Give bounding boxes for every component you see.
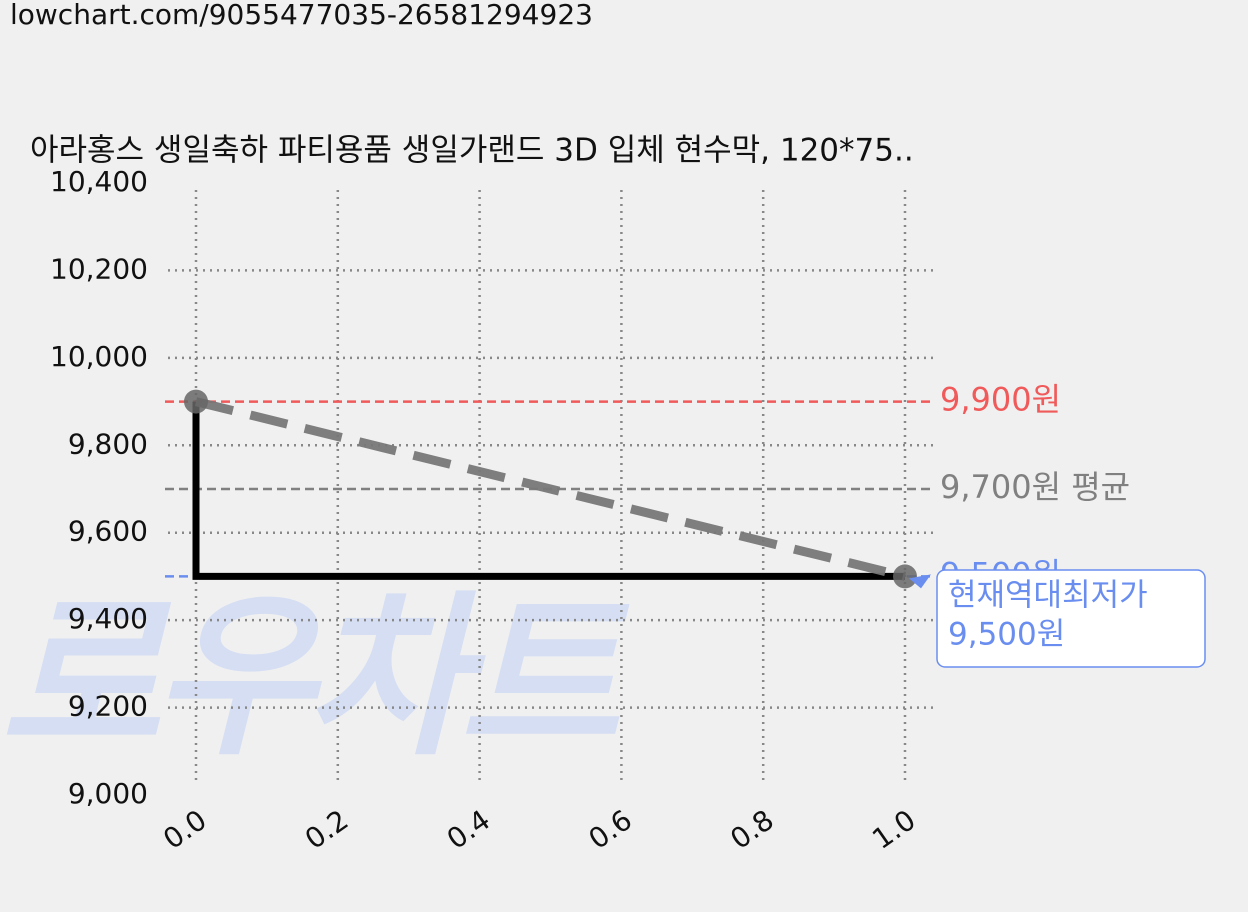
x-tick-label: 0.0 [157,803,212,856]
url: lowchart.com/9055477035-26581294923 [10,0,593,31]
data-point [893,564,917,589]
y-tick-label: 9,400 [68,602,148,635]
reference-label: 9,700원 평균 [940,468,1130,506]
data-point [184,389,208,414]
x-tick-label: 1.0 [866,803,921,856]
annotation-text: 9,500원 [948,617,1065,653]
x-tick-label: 0.4 [441,803,496,856]
x-tick-label: 0.8 [724,803,779,856]
data-line [192,401,905,580]
data-line [194,397,907,581]
y-tick-label: 9,000 [68,777,148,810]
chart-title: 아라홍스 생일축하 파티용품 생일가랜드 3D 입체 현수막, 120*75.. [30,133,914,169]
y-tick-label: 10,200 [50,252,148,285]
watermark: 로우차트 [0,577,630,780]
y-tick-label: 10,000 [50,340,148,373]
annotation-arrow [909,574,931,589]
y-tick-label: 9,800 [68,427,148,460]
x-tick-label: 0.2 [299,803,354,856]
y-tick-label: 10,400 [50,165,148,198]
y-tick-label: 9,200 [68,690,148,723]
x-tick-label: 0.6 [583,803,638,856]
annotation-text: 현재역대최저가 [948,578,1148,614]
y-tick-label: 9,600 [68,515,148,548]
reference-label: 9,900원 [940,381,1061,419]
annotation-box [936,569,1206,668]
